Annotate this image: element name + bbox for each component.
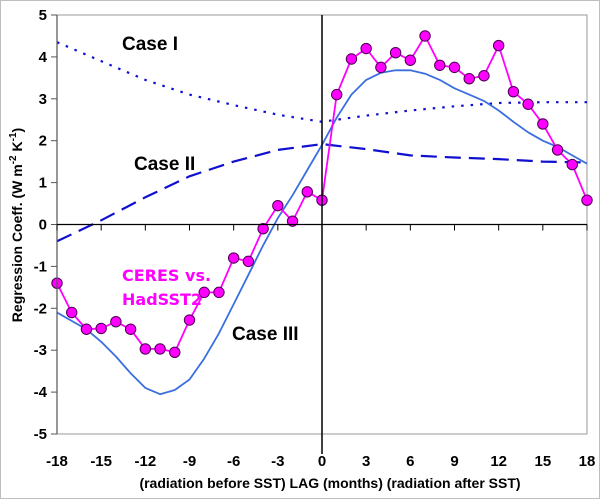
y-axis-title-main: Regression Coeff. (W m [9,164,25,322]
series-case-ii [56,143,588,243]
y-axis-title-sup2: -1 [8,132,19,141]
data-point [331,88,343,101]
x-tick-label: -9 [183,453,196,470]
data-point [242,255,255,268]
data-point [154,343,166,355]
x-tick-label: 18 [579,453,596,470]
axes-layer: 5 4 3 2 1 0 -1 -2 -3 -4 -5 -18 -15 -12 -9 -6 -3 0 3 6 9 12 15 1… [34,7,596,470]
y-tick-label: 2 [39,133,47,150]
annotation-case-2: Case II [134,154,195,175]
x-tick-label: -18 [46,453,68,470]
x-tick-label: 12 [490,453,507,470]
x-tick-label: 15 [534,453,551,470]
y-axis-title: Regression Coeff. (W m-2 K-1) [8,128,25,322]
data-point [463,72,475,85]
data-point [124,323,137,335]
y-tick-label: 0 [39,217,47,234]
data-point [566,158,578,171]
data-point [478,70,490,82]
y-tick-label: -4 [34,384,48,401]
data-point [80,323,93,335]
x-tick-label: 9 [450,453,458,470]
y-axis-title-mid: K [9,141,25,155]
data-point [95,322,107,335]
annotation-case-1: Case I [122,34,178,55]
annotation-ceres-line1: CERES vs. [122,266,211,285]
y-tick-label: -3 [34,342,47,359]
y-tick-label: -1 [34,258,47,275]
data-point [375,61,387,74]
y-axis-title-end: ) [9,128,25,133]
x-tick-label: -12 [134,453,156,470]
data-point [213,286,225,299]
data-point [492,39,505,52]
data-point [581,194,593,206]
data-point [345,53,358,65]
y-tick-label: 1 [39,175,47,192]
data-point [404,54,417,66]
series-line-case-ii [56,143,588,243]
x-tick-label: 6 [406,453,414,470]
x-tick-label: -15 [90,453,112,470]
data-point [551,144,564,156]
x-axis-title: (radiation before SST) LAG (months) (rad… [139,475,520,491]
y-tick-label: 4 [39,49,48,66]
data-point [272,199,284,212]
data-point [66,306,78,319]
data-point [257,222,269,235]
data-point [139,343,152,355]
y-tick-label: 3 [39,91,47,108]
data-point [389,47,402,59]
x-tick-label: -3 [271,453,284,470]
data-point [448,61,461,74]
data-point [183,314,196,326]
y-tick-label: -5 [34,426,47,443]
data-point [198,286,210,299]
annotation-ceres-line2: HadSST2 [122,290,202,309]
data-point [169,346,181,358]
data-point [419,30,431,42]
y-tick-label: 5 [39,7,47,24]
y-axis-title-sup1: -2 [8,155,19,164]
data-point [301,186,313,198]
x-tick-label: 3 [362,453,370,470]
data-point [507,85,520,98]
x-tick-label: 0 [318,453,326,470]
data-point [522,98,534,110]
annotation-case-3: Case III [232,324,299,345]
data-point [434,59,446,71]
data-point [110,316,122,328]
x-tick-label: -6 [227,453,240,470]
y-tick-label: -2 [34,300,47,317]
data-point [227,252,240,264]
data-point [286,215,299,227]
data-point [360,42,372,55]
data-point [537,118,549,130]
